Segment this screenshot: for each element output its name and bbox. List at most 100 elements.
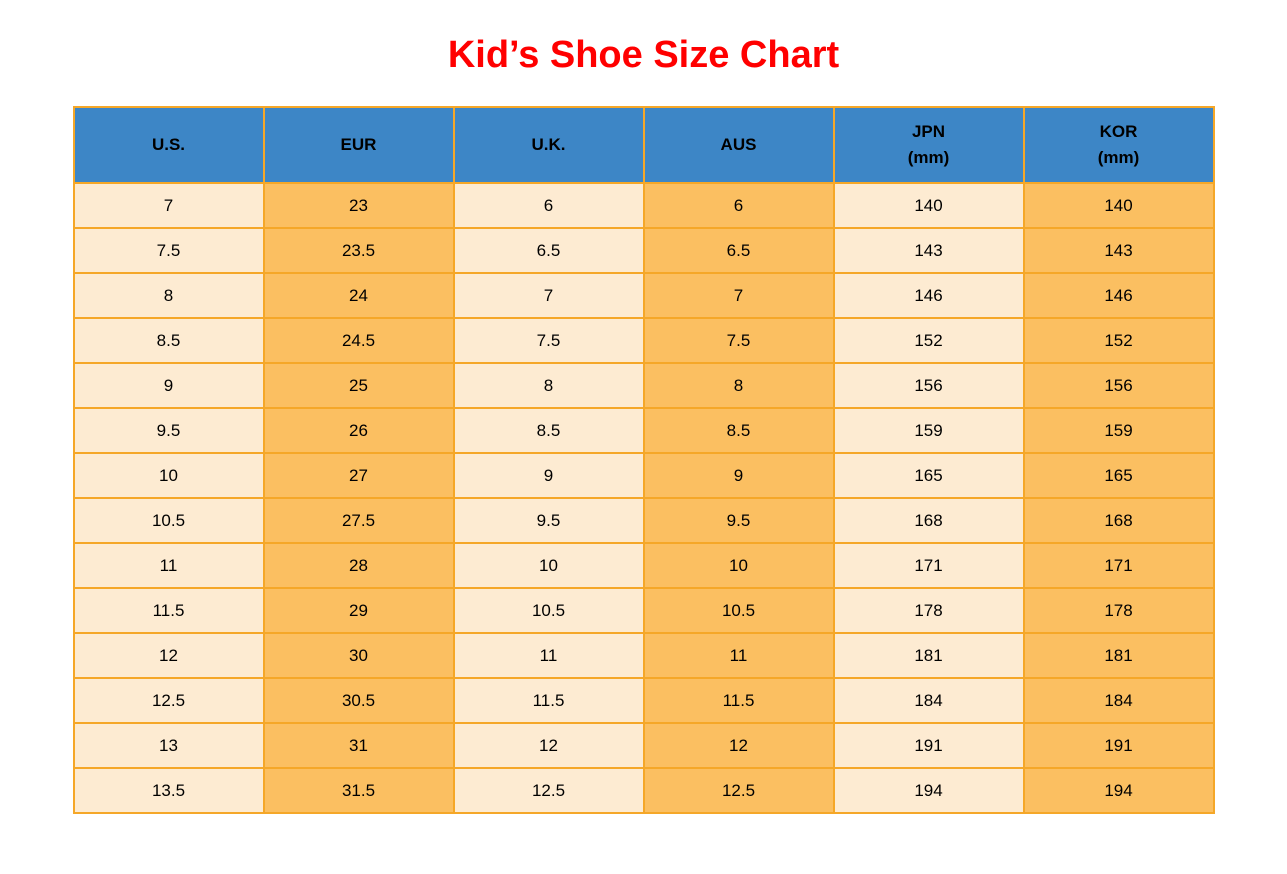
- cell-kor: 194: [1022, 767, 1215, 814]
- cell-aus: 10: [642, 542, 835, 589]
- cell-uk: 11.5: [452, 677, 645, 724]
- cell-kor: 178: [1022, 587, 1215, 634]
- cell-aus: 6: [642, 182, 835, 229]
- cell-eur: 24: [262, 272, 455, 319]
- cell-jpn: 181: [832, 632, 1025, 679]
- cell-eur: 31.5: [262, 767, 455, 814]
- cell-jpn: 165: [832, 452, 1025, 499]
- cell-aus: 7.5: [642, 317, 835, 364]
- cell-aus: 10.5: [642, 587, 835, 634]
- cell-eur: 23.5: [262, 227, 455, 274]
- cell-jpn: 184: [832, 677, 1025, 724]
- cell-jpn: 171: [832, 542, 1025, 589]
- cell-uk: 7.5: [452, 317, 645, 364]
- column-header-jpn: JPN (mm): [832, 106, 1025, 184]
- cell-kor: 159: [1022, 407, 1215, 454]
- cell-uk: 9: [452, 452, 645, 499]
- cell-kor: 143: [1022, 227, 1215, 274]
- cell-eur: 27.5: [262, 497, 455, 544]
- table-row: 12 30 11 11 181 181: [72, 632, 1215, 679]
- table-row: 11 28 10 10 171 171: [72, 542, 1215, 589]
- size-chart-container: U.S. EUR U.K. AUS JPN (mm) KOR (mm) 7 23 6 6 140 1…: [72, 106, 1215, 814]
- cell-uk: 11: [452, 632, 645, 679]
- cell-jpn: 159: [832, 407, 1025, 454]
- cell-kor: 140: [1022, 182, 1215, 229]
- cell-kor: 181: [1022, 632, 1215, 679]
- cell-uk: 10: [452, 542, 645, 589]
- cell-eur: 25: [262, 362, 455, 409]
- cell-aus: 12: [642, 722, 835, 769]
- cell-uk: 8: [452, 362, 645, 409]
- cell-kor: 156: [1022, 362, 1215, 409]
- column-header-us: U.S.: [72, 106, 265, 184]
- cell-us: 11: [72, 542, 265, 589]
- cell-eur: 24.5: [262, 317, 455, 364]
- cell-us: 10: [72, 452, 265, 499]
- table-header-row: U.S. EUR U.K. AUS JPN (mm) KOR (mm): [72, 106, 1215, 184]
- cell-us: 11.5: [72, 587, 265, 634]
- cell-eur: 26: [262, 407, 455, 454]
- cell-jpn: 168: [832, 497, 1025, 544]
- cell-jpn: 152: [832, 317, 1025, 364]
- table-row: 10.5 27.5 9.5 9.5 168 168: [72, 497, 1215, 544]
- cell-kor: 168: [1022, 497, 1215, 544]
- table-row: 9 25 8 8 156 156: [72, 362, 1215, 409]
- cell-us: 12: [72, 632, 265, 679]
- table-row: 12.5 30.5 11.5 11.5 184 184: [72, 677, 1215, 724]
- cell-jpn: 178: [832, 587, 1025, 634]
- table-row: 9.5 26 8.5 8.5 159 159: [72, 407, 1215, 454]
- table-row: 13.5 31.5 12.5 12.5 194 194: [72, 767, 1215, 814]
- cell-us: 13.5: [72, 767, 265, 814]
- cell-aus: 9.5: [642, 497, 835, 544]
- shoe-size-table: U.S. EUR U.K. AUS JPN (mm) KOR (mm) 7 23 6 6 140 1…: [72, 106, 1215, 814]
- cell-jpn: 191: [832, 722, 1025, 769]
- cell-us: 7: [72, 182, 265, 229]
- cell-eur: 27: [262, 452, 455, 499]
- cell-jpn: 143: [832, 227, 1025, 274]
- table-row: 11.5 29 10.5 10.5 178 178: [72, 587, 1215, 634]
- cell-aus: 8.5: [642, 407, 835, 454]
- cell-us: 8: [72, 272, 265, 319]
- cell-eur: 30.5: [262, 677, 455, 724]
- cell-kor: 165: [1022, 452, 1215, 499]
- column-header-kor: KOR (mm): [1022, 106, 1215, 184]
- cell-jpn: 146: [832, 272, 1025, 319]
- cell-uk: 12.5: [452, 767, 645, 814]
- cell-aus: 11: [642, 632, 835, 679]
- cell-uk: 7: [452, 272, 645, 319]
- cell-eur: 23: [262, 182, 455, 229]
- cell-eur: 29: [262, 587, 455, 634]
- cell-us: 12.5: [72, 677, 265, 724]
- table-row: 7 23 6 6 140 140: [72, 182, 1215, 229]
- cell-eur: 30: [262, 632, 455, 679]
- page-title: Kid’s Shoe Size Chart: [447, 34, 840, 76]
- cell-uk: 6.5: [452, 227, 645, 274]
- cell-aus: 8: [642, 362, 835, 409]
- cell-aus: 12.5: [642, 767, 835, 814]
- column-header-eur: EUR: [262, 106, 455, 184]
- cell-us: 9.5: [72, 407, 265, 454]
- cell-kor: 191: [1022, 722, 1215, 769]
- table-row: 10 27 9 9 165 165: [72, 452, 1215, 499]
- cell-kor: 152: [1022, 317, 1215, 364]
- cell-jpn: 194: [832, 767, 1025, 814]
- cell-jpn: 140: [832, 182, 1025, 229]
- table-row: 13 31 12 12 191 191: [72, 722, 1215, 769]
- cell-eur: 31: [262, 722, 455, 769]
- cell-kor: 184: [1022, 677, 1215, 724]
- table-row: 8 24 7 7 146 146: [72, 272, 1215, 319]
- cell-uk: 8.5: [452, 407, 645, 454]
- cell-aus: 6.5: [642, 227, 835, 274]
- cell-aus: 11.5: [642, 677, 835, 724]
- cell-us: 13: [72, 722, 265, 769]
- cell-aus: 9: [642, 452, 835, 499]
- table-row: 7.5 23.5 6.5 6.5 143 143: [72, 227, 1215, 274]
- column-header-aus: AUS: [642, 106, 835, 184]
- cell-kor: 146: [1022, 272, 1215, 319]
- cell-us: 9: [72, 362, 265, 409]
- table-header: U.S. EUR U.K. AUS JPN (mm) KOR (mm): [72, 106, 1215, 184]
- cell-uk: 12: [452, 722, 645, 769]
- cell-uk: 10.5: [452, 587, 645, 634]
- cell-uk: 6: [452, 182, 645, 229]
- cell-uk: 9.5: [452, 497, 645, 544]
